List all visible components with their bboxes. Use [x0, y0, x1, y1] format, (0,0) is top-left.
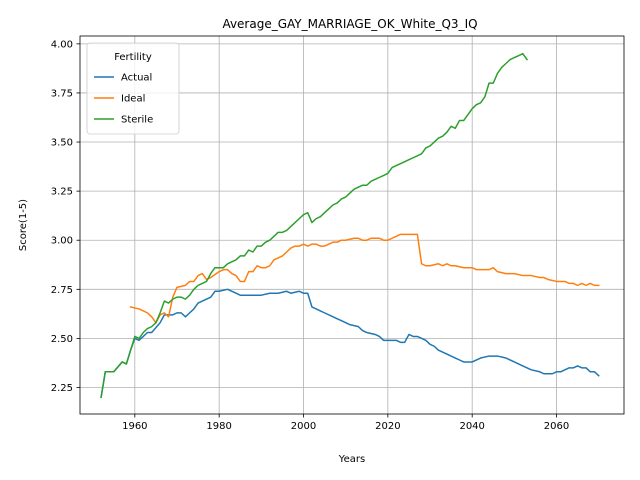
- x-tick-label: 2020: [375, 421, 400, 432]
- legend-label-actual: Actual: [121, 73, 152, 84]
- legend-box: [86, 42, 180, 135]
- y-tick-label: 2.25: [51, 383, 73, 394]
- x-tick-label: 1960: [122, 421, 147, 432]
- y-tick-label: 3.00: [51, 236, 73, 247]
- y-axis: 2.25 2.50 2.75 3.00 3.25 3.50 3.75 4.00: [51, 39, 80, 394]
- x-tick-label: 2000: [291, 421, 316, 432]
- y-tick-label: 4.00: [51, 39, 73, 50]
- y-tick-label: 3.50: [51, 138, 73, 149]
- legend-label-ideal: Ideal: [121, 94, 145, 105]
- plot-frame: [79, 35, 625, 415]
- x-tick-label: 2060: [544, 421, 569, 432]
- x-axis-label: Years: [338, 454, 365, 465]
- legend: Fertility Actual Ideal Sterile: [86, 42, 180, 135]
- x-tick-label: 1980: [206, 421, 231, 432]
- y-axis-label: Score(1-5): [18, 199, 29, 251]
- y-tick-label: 2.50: [51, 334, 73, 345]
- chart-title: Average_GAY_MARRIAGE_OK_White_Q3_IQ: [222, 17, 477, 31]
- x-tick-label: 2040: [459, 421, 484, 432]
- y-tick-label: 2.75: [51, 285, 73, 296]
- legend-label-sterile: Sterile: [121, 115, 153, 126]
- x-axis: 1960 1980 2000 2020 2040 2060: [122, 414, 569, 432]
- series-line-sterile: [100, 52, 529, 399]
- y-tick-label: 3.75: [51, 88, 73, 99]
- series-line-actual: [100, 288, 600, 399]
- legend-items: Actual Ideal Sterile: [94, 73, 153, 126]
- legend-title: Fertility: [114, 52, 152, 63]
- y-tick-label: 3.25: [51, 187, 73, 198]
- series-layer: [100, 52, 600, 399]
